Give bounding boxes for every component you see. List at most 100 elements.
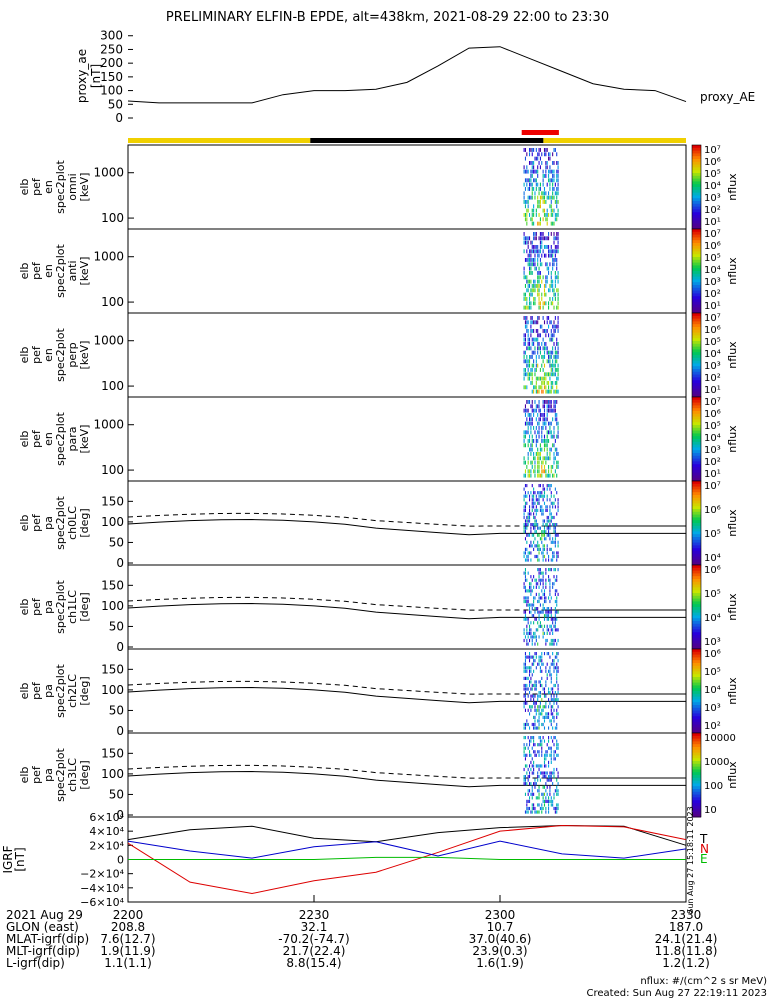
spectrogram-pixel: [542, 610, 544, 614]
spectrogram-pixel: [548, 691, 550, 695]
spectrogram-pixel: [527, 810, 529, 814]
spectrogram-pixel: [556, 603, 558, 607]
spectrogram-pixel: [524, 413, 527, 417]
spectrogram-pixel: [556, 669, 558, 673]
spectrogram-pixel: [546, 456, 548, 461]
spectrogram-pixel: [539, 669, 541, 673]
spectrogram-pixel: [549, 785, 551, 789]
spectrogram-pixel: [550, 434, 552, 439]
colorbar-step: [692, 453, 701, 457]
spectrogram-pixel: [531, 705, 533, 709]
spectrogram-pixel: [557, 208, 559, 213]
spectrogram-pixel: [528, 582, 531, 586]
colorbar-step: [692, 710, 701, 714]
spectrogram-pixel: [539, 659, 541, 663]
spectrogram-pixel: [549, 582, 551, 586]
ylabel-anti: pef: [30, 261, 43, 280]
spectrogram-pixel: [538, 753, 540, 757]
ylabel-ch1LC: ch1LC: [66, 590, 79, 624]
spectrogram-pixel: [523, 434, 525, 439]
spectrogram-pixel: [542, 484, 544, 488]
spectrogram-pixel: [539, 417, 541, 422]
colorbar-step: [692, 500, 701, 504]
ylabel-omni: en: [42, 180, 55, 194]
igrf-legend-N: N: [700, 842, 709, 856]
spectrogram-pixel: [554, 683, 556, 688]
colorbar-step: [692, 332, 701, 336]
spectrogram-pixel: [554, 628, 556, 632]
spectrogram-pixel: [530, 666, 532, 670]
ytick-label-ch1LC: 0: [116, 640, 124, 654]
colorbar-label: nflux: [726, 761, 739, 789]
spectrogram-pixel: [553, 719, 555, 723]
spectrogram-pixel: [556, 195, 558, 200]
spectrogram-pixel: [524, 217, 527, 222]
colorbar-step: [692, 626, 701, 630]
spectrogram-pixel: [533, 585, 535, 589]
spectrogram-pixel: [545, 236, 547, 241]
spectrogram-pixel: [539, 301, 541, 306]
spectrogram-pixel: [546, 266, 548, 271]
spectrogram-pixel: [524, 578, 527, 582]
colorbar-step: [692, 590, 701, 594]
colorbar-step: [692, 679, 701, 684]
spectrogram-pixel: [537, 547, 539, 552]
spectrogram-pixel: [528, 279, 531, 284]
spectrogram-pixel: [528, 434, 531, 439]
spectrogram-pixel: [557, 275, 559, 280]
ytick-label-ch1LC: 50: [109, 619, 124, 633]
spectrogram-pixel: [552, 368, 554, 372]
ylabel-ch2LC: ch2LC: [66, 674, 79, 708]
spectrogram-pixel: [543, 719, 546, 723]
spectrogram-pixel: [543, 208, 546, 213]
colorbar-step: [692, 245, 701, 250]
spectrogram-pixel: [545, 284, 547, 288]
spectrogram-pixel: [553, 408, 555, 413]
spectrogram-pixel: [531, 148, 533, 152]
colorbar-step: [692, 195, 701, 199]
spectrogram-pixel: [553, 258, 555, 262]
colorbar-step: [692, 248, 701, 252]
spectrogram-pixel: [530, 452, 532, 456]
spectrogram-pixel: [550, 687, 552, 691]
ylabel-anti: [keV]: [78, 257, 91, 286]
spectrogram-pixel: [533, 456, 535, 461]
spectrogram-pixel: [557, 297, 559, 301]
spectrogram-pixel: [531, 249, 533, 254]
spectrogram-pixel: [531, 683, 533, 688]
spectrogram-pixel: [524, 404, 527, 409]
colorbar-step: [692, 175, 701, 180]
spectrogram-pixel: [546, 413, 548, 417]
ylabel-ch2LC: pef: [30, 681, 43, 700]
spectrogram-pixel: [537, 607, 539, 611]
spectrogram-pixel: [554, 757, 556, 761]
spectrogram-pixel: [539, 596, 541, 600]
spectrogram-pixel: [526, 578, 528, 582]
spectrogram-pixel: [545, 372, 547, 377]
colorbar-step: [692, 167, 701, 171]
spectrogram-pixel: [556, 655, 558, 659]
spectrogram-pixel: [545, 568, 547, 572]
spectrogram-pixel: [528, 505, 531, 509]
spectrogram-pixel: [552, 691, 554, 695]
spectrogram-pixel: [553, 666, 555, 670]
spectrogram-pixel: [543, 519, 546, 523]
spectrogram-pixel: [552, 152, 554, 157]
spectrogram-pixel: [550, 178, 552, 183]
spectrogram-pixel: [545, 385, 547, 390]
spectrogram-pixel: [534, 519, 536, 523]
spectrogram-pixel: [535, 439, 537, 443]
spectrogram-pixel: [531, 544, 533, 548]
spectrogram-pixel: [541, 389, 543, 394]
spectrogram-pixel: [556, 785, 558, 789]
spectrogram-pixel: [554, 568, 556, 572]
spectrogram-pixel: [537, 221, 539, 226]
spectrogram-pixel: [542, 519, 544, 523]
spectrogram-pixel: [534, 400, 536, 404]
spectrogram-pixel: [553, 526, 555, 530]
spectrogram-pixel: [524, 508, 527, 513]
ylabel-ch1LC: pef: [30, 597, 43, 616]
spectrogram-pixel: [557, 465, 559, 469]
spectrogram-pixel: [554, 806, 556, 811]
spectrogram-pixel: [539, 221, 541, 226]
